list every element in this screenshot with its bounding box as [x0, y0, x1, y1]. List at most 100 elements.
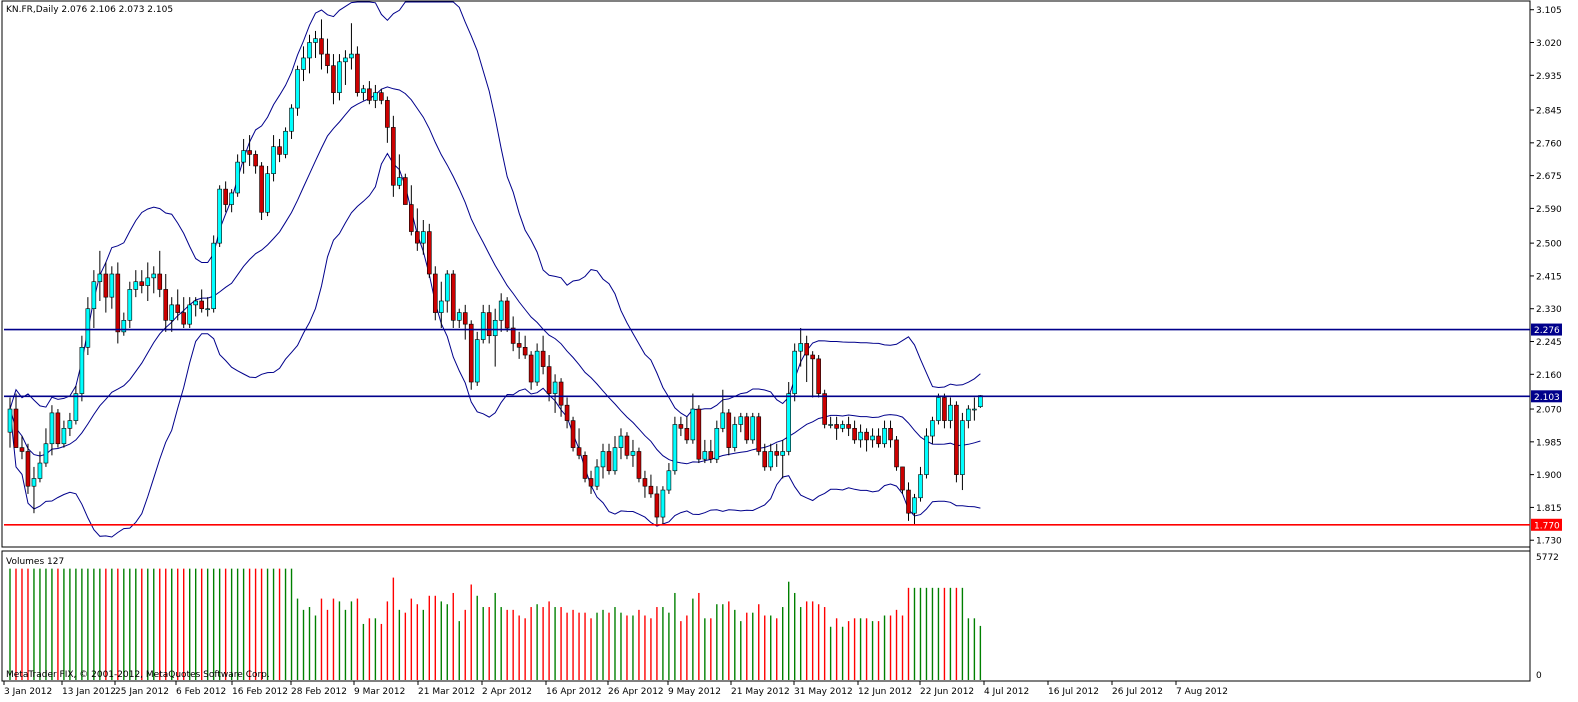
candle-body-bull	[97, 273, 103, 283]
candle-body-bull	[882, 428, 887, 445]
candle-body-bear	[331, 65, 336, 93]
candle	[241, 138, 246, 174]
candle-body-bull	[690, 408, 696, 441]
candle-body-bear	[504, 300, 510, 329]
candle	[235, 154, 240, 197]
level-label: 2.103	[1534, 393, 1560, 403]
candle-body-bear	[582, 455, 588, 479]
candle-body-bull	[660, 489, 666, 518]
x-tick-label: 9 Mar 2012	[354, 687, 405, 697]
candle	[942, 393, 947, 429]
candle-body-bear	[199, 300, 204, 310]
candle-body-bear	[486, 312, 492, 337]
candle	[660, 486, 666, 525]
candle	[151, 266, 157, 294]
candle-body-bear	[516, 343, 522, 348]
candle	[954, 401, 959, 483]
candle-body-bear	[864, 431, 869, 441]
candle-body-bear	[540, 350, 546, 367]
candle	[139, 270, 145, 294]
candle-body-bull	[456, 312, 462, 321]
candle	[876, 428, 881, 448]
candle-body-bull	[241, 150, 246, 163]
candle-body-bear	[726, 412, 732, 448]
candle-body-bear	[708, 451, 714, 460]
candle	[834, 416, 839, 440]
candle-body-bull	[732, 424, 738, 448]
candle-body-bull	[151, 273, 157, 279]
candle-body-bull	[750, 416, 756, 441]
y-tick-label: 1.815	[1536, 504, 1562, 514]
candle	[253, 150, 258, 174]
candle-body-bull	[978, 395, 983, 408]
candle-body-bear	[510, 327, 516, 344]
y-tick-label: 2.760	[1536, 139, 1562, 149]
candle	[43, 428, 49, 467]
candle-body-bull	[361, 88, 366, 93]
candle-body-bull	[85, 308, 91, 348]
candle-body-bull	[37, 462, 43, 479]
x-tick-label: 16 Jul 2012	[1048, 687, 1099, 697]
candle-body-bear	[432, 273, 438, 313]
volume-axis-label: 0	[1536, 671, 1542, 681]
candle	[391, 115, 396, 197]
candle-body-bear	[564, 404, 570, 421]
candle-body-bear	[648, 485, 654, 495]
candle	[714, 420, 720, 464]
x-tick-label: 26 Jul 2012	[1112, 687, 1163, 697]
candle	[217, 185, 222, 247]
candle-body-bear	[403, 177, 408, 205]
candle	[570, 416, 576, 452]
candle-body-bull	[828, 424, 833, 426]
candle	[7, 397, 13, 448]
candle-body-bull	[780, 451, 786, 456]
candle-body-bear	[876, 435, 881, 445]
candle-body-bull	[121, 319, 127, 333]
candle-body-bull	[792, 350, 797, 394]
candle	[528, 351, 534, 390]
candle-body-bull	[714, 428, 720, 460]
candle-body-bear	[367, 88, 372, 101]
candle-body-bear	[654, 493, 660, 518]
candle-body-bull	[421, 231, 426, 244]
candle	[618, 428, 624, 460]
candle	[415, 208, 420, 251]
candle-body-bull	[397, 177, 402, 186]
candle	[169, 297, 175, 332]
candle-body-bull	[271, 146, 276, 174]
candle-body-bear	[546, 366, 552, 394]
candle	[912, 493, 917, 525]
candle-body-bear	[468, 323, 474, 383]
candle	[349, 23, 354, 70]
candle	[13, 393, 19, 448]
candle	[223, 181, 228, 213]
candle-body-bear	[888, 428, 893, 441]
candle-body-bear	[385, 100, 390, 128]
candle	[379, 88, 384, 105]
volume-axis-label: 5772	[1536, 553, 1559, 563]
candle-body-bear	[756, 416, 762, 452]
candle-body-bull	[169, 304, 175, 321]
level-label-box	[1531, 323, 1562, 336]
copyright-text: MetaTrader FIX, © 2001-2012, MetaQuotes …	[6, 670, 270, 680]
candle-body-bull	[720, 412, 726, 429]
candle-body-bear	[804, 343, 809, 356]
candle	[930, 416, 935, 444]
x-tick-label: 7 Aug 2012	[1176, 687, 1228, 697]
candle-body-bear	[175, 304, 181, 313]
candle-body-bear	[744, 416, 750, 441]
candle	[181, 297, 187, 329]
candle	[468, 320, 474, 390]
candle-body-bull	[438, 300, 444, 313]
candle-body-bull	[924, 435, 929, 475]
y-tick-label: 2.330	[1536, 305, 1562, 315]
candle	[432, 266, 438, 321]
candle	[858, 424, 863, 448]
candle	[343, 50, 348, 85]
candle	[175, 289, 181, 321]
y-tick-label: 2.935	[1536, 72, 1562, 82]
candle	[331, 54, 336, 105]
candle-body-bear	[163, 289, 169, 321]
candle-body-bull	[918, 474, 923, 499]
candle	[750, 412, 756, 444]
